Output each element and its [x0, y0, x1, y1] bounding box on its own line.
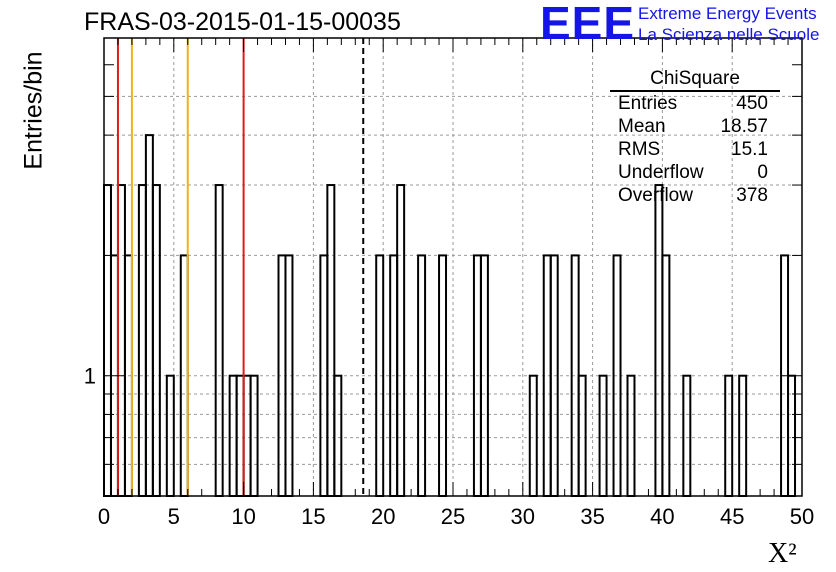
stats-value: 450 — [736, 93, 768, 114]
x-tick-label: 40 — [650, 504, 674, 529]
x-tick-label: 35 — [580, 504, 604, 529]
histogram-bin — [116, 184, 126, 498]
y-tick-label: 1 — [84, 364, 96, 389]
stats-row-entries: Entries 450 — [610, 92, 780, 115]
histogram-bin — [151, 184, 161, 498]
stats-value: 18.57 — [720, 116, 768, 137]
x-tick-label: 20 — [371, 504, 395, 529]
stats-key: Entries — [618, 93, 678, 114]
stats-value: 0 — [757, 162, 768, 183]
stats-row-underflow: Underflow 0 — [610, 161, 780, 184]
histogram-bin — [654, 184, 664, 498]
x-axis-label-text: X² — [768, 538, 797, 569]
histogram-bin — [326, 184, 336, 498]
x-tick-label: 50 — [790, 504, 814, 529]
x-tick-label: 10 — [231, 504, 255, 529]
x-tick-label: 45 — [720, 504, 744, 529]
stats-key: Mean — [618, 116, 666, 137]
x-tick-label: 5 — [168, 504, 180, 529]
x-tick-label: 15 — [301, 504, 325, 529]
x-tick-label: 30 — [511, 504, 535, 529]
logo-text-line1: Extreme Energy Events — [638, 4, 817, 23]
eee-logo: EEE — [540, 0, 636, 49]
histogram-bin — [396, 184, 406, 498]
histogram-bin — [137, 184, 147, 498]
stats-row-rms: RMS 15.1 — [610, 138, 780, 161]
histogram-bin — [214, 184, 224, 498]
y-axis-label: Entries/bin — [19, 51, 48, 170]
logo-text-line2: La Scienza nelle Scuole — [638, 25, 820, 44]
histogram-bin — [144, 134, 154, 497]
x-tick-label: 0 — [98, 504, 110, 529]
x-tick-label: 25 — [441, 504, 465, 529]
stats-value: 378 — [736, 185, 768, 206]
stats-key: Underflow — [618, 162, 704, 183]
stats-key: RMS — [618, 139, 661, 160]
stats-box-title: ChiSquare — [610, 68, 780, 92]
stats-row-mean: Mean 18.57 — [610, 115, 780, 138]
stats-key: Overflow — [618, 185, 693, 206]
histogram-bin — [103, 184, 112, 498]
stats-box: ChiSquare Entries 450 Mean 18.57 RMS 15.1 U… — [610, 68, 780, 207]
stats-value: 15.1 — [731, 139, 768, 160]
stats-row-overflow: Overflow 378 — [610, 184, 780, 207]
chart-title: FRAS-03-2015-01-15-00035 — [84, 8, 401, 36]
x-axis-label: X² — [768, 538, 797, 570]
